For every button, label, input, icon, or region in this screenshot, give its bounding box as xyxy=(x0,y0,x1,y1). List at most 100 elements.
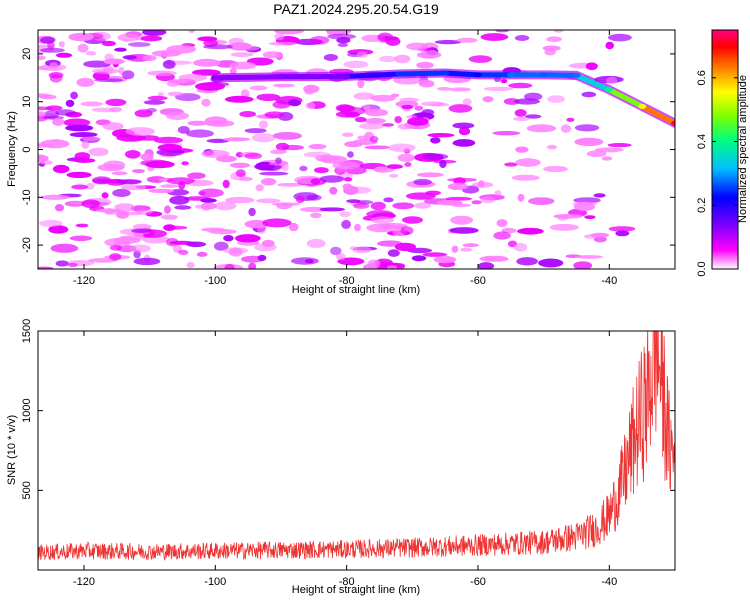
heatmap-blob xyxy=(196,251,208,257)
heatmap-blob xyxy=(200,198,217,203)
heatmap-blob xyxy=(264,111,285,119)
heatmap-blob xyxy=(573,261,593,269)
y-tick-label: 20 xyxy=(21,48,33,60)
heatmap-blob xyxy=(319,155,348,164)
heatmap-blob xyxy=(129,244,151,253)
heatmap-blob xyxy=(276,182,304,187)
heatmap-blob xyxy=(178,73,208,82)
heatmap-blob xyxy=(319,207,346,212)
heatmap-blob xyxy=(260,178,277,186)
heatmap-blob xyxy=(274,30,304,35)
heatmap-blob xyxy=(452,122,475,129)
colorbar-label: Normalized spectral amplitude xyxy=(737,75,749,223)
heatmap-blob xyxy=(584,234,596,239)
heatmap-blob xyxy=(407,117,429,126)
heatmap-blob xyxy=(49,73,63,83)
ridge-segment xyxy=(212,74,284,81)
heatmap-blob xyxy=(306,194,322,201)
heatmap-blob xyxy=(85,51,97,56)
heatmap-blob xyxy=(274,33,285,41)
ridge-segment xyxy=(442,70,481,78)
heatmap-blob xyxy=(544,48,556,56)
heatmap-blob xyxy=(364,108,389,117)
heatmap-blob xyxy=(607,143,632,148)
ridge-point xyxy=(211,75,220,81)
snr-line xyxy=(38,331,675,561)
heatmap-blob xyxy=(262,218,292,228)
heatmap-blob xyxy=(483,86,514,91)
heatmap-blob xyxy=(81,140,90,149)
y-tick-label: -10 xyxy=(21,189,33,205)
heatmap-blob xyxy=(114,47,127,52)
heatmap-blob xyxy=(101,192,109,199)
ridge-segment xyxy=(344,71,402,79)
heatmap-blob xyxy=(160,214,178,220)
heatmap-blob xyxy=(127,42,151,47)
heatmap-blob xyxy=(327,33,357,40)
heatmap-blob xyxy=(514,35,530,41)
heatmap-blob xyxy=(40,194,70,200)
heatmap-blob xyxy=(68,32,94,42)
heatmap-blob xyxy=(103,160,126,170)
heatmap-blob xyxy=(401,104,414,110)
heatmap-blob xyxy=(148,188,175,194)
heatmap-blob xyxy=(116,179,143,185)
heatmap-blob xyxy=(480,196,495,204)
heatmap-blob xyxy=(38,144,54,148)
heatmap-blob xyxy=(67,262,78,268)
heatmap-blob xyxy=(102,122,124,131)
heatmap-blob xyxy=(480,33,509,41)
heatmap-blob xyxy=(494,190,502,196)
heatmap-blob xyxy=(445,196,473,201)
heatmap-blob xyxy=(251,133,276,143)
heatmap-blob xyxy=(448,104,473,113)
x-tick-label: -100 xyxy=(204,576,226,588)
heatmap-blob xyxy=(203,44,233,50)
heatmap-blob xyxy=(566,117,575,122)
heatmap-blob xyxy=(125,134,141,141)
heatmap-blob xyxy=(198,191,207,196)
heatmap-blob xyxy=(496,219,508,228)
heatmap-blob xyxy=(584,215,596,220)
heatmap-blob xyxy=(69,235,93,242)
heatmap-blob xyxy=(177,125,190,134)
heatmap-blob xyxy=(329,186,338,195)
heatmap-blob xyxy=(187,120,208,126)
heatmap-blob xyxy=(356,51,368,58)
heatmap-blob xyxy=(39,160,53,165)
heatmap-blob xyxy=(195,82,225,91)
heatmap-blob xyxy=(546,145,558,150)
x-tick-label: -80 xyxy=(339,576,355,588)
heatmap-blob xyxy=(65,124,94,132)
heatmap-blob xyxy=(495,30,509,33)
heatmap-blob xyxy=(39,94,57,100)
ridge-point xyxy=(638,104,647,109)
ridge-point xyxy=(441,70,450,76)
heatmap-blob xyxy=(370,201,386,211)
heatmap-blob xyxy=(140,153,154,161)
x-tick-label: -40 xyxy=(601,275,617,287)
heatmap-blob xyxy=(178,249,189,255)
heatmap-blob xyxy=(288,222,299,232)
heatmap-blob xyxy=(174,205,192,210)
heatmap-blob xyxy=(586,150,607,157)
heatmap-blob xyxy=(543,165,568,173)
heatmap-blob xyxy=(573,202,596,211)
heatmap-blob xyxy=(314,167,329,174)
heatmap-blob xyxy=(142,30,167,36)
heatmap-blob xyxy=(357,79,365,89)
heatmap-blob xyxy=(418,79,435,88)
heatmap-blob xyxy=(40,47,65,53)
heatmap-blob xyxy=(504,162,518,167)
heatmap-blob xyxy=(144,160,175,169)
heatmap-blob xyxy=(48,225,69,234)
heatmap-blob xyxy=(257,254,267,261)
heatmap-blob xyxy=(167,79,188,84)
heatmap-blob xyxy=(503,98,520,105)
heatmap-blob xyxy=(425,190,442,196)
heatmap-blob xyxy=(248,207,256,217)
heatmap-blob xyxy=(574,137,604,146)
heatmap-blob xyxy=(109,245,122,251)
heatmap-blob xyxy=(606,76,618,85)
heatmap-blob xyxy=(82,136,101,142)
